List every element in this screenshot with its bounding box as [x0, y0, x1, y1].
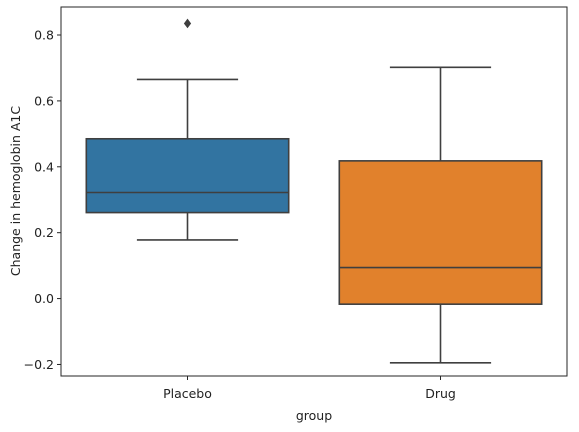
outlier-point [183, 18, 192, 29]
box-iqr [85, 137, 290, 214]
y-tick-label: 0.0 [34, 291, 54, 306]
y-axis: −0.2 0.0 0.2 0.4 0.6 0.8 [24, 28, 61, 372]
y-axis-label: Change in hemoglobin A1C [8, 106, 23, 276]
y-tick-label: −0.2 [24, 357, 54, 372]
x-tick-label-drug: Drug [425, 386, 456, 401]
box-drug [338, 66, 543, 364]
plot-area [85, 18, 543, 364]
y-tick-label: 0.2 [34, 225, 54, 240]
y-tick-label: 0.6 [34, 93, 54, 108]
x-tick-label-placebo: Placebo [163, 386, 212, 401]
axes-frame [60, 6, 568, 377]
y-tick-label: 0.4 [34, 159, 54, 174]
box-placebo [85, 18, 290, 241]
y-tick-label: 0.8 [34, 28, 54, 43]
x-axis-label: group [296, 408, 332, 423]
x-axis: Placebo Drug [163, 376, 456, 401]
box-iqr [338, 160, 543, 305]
